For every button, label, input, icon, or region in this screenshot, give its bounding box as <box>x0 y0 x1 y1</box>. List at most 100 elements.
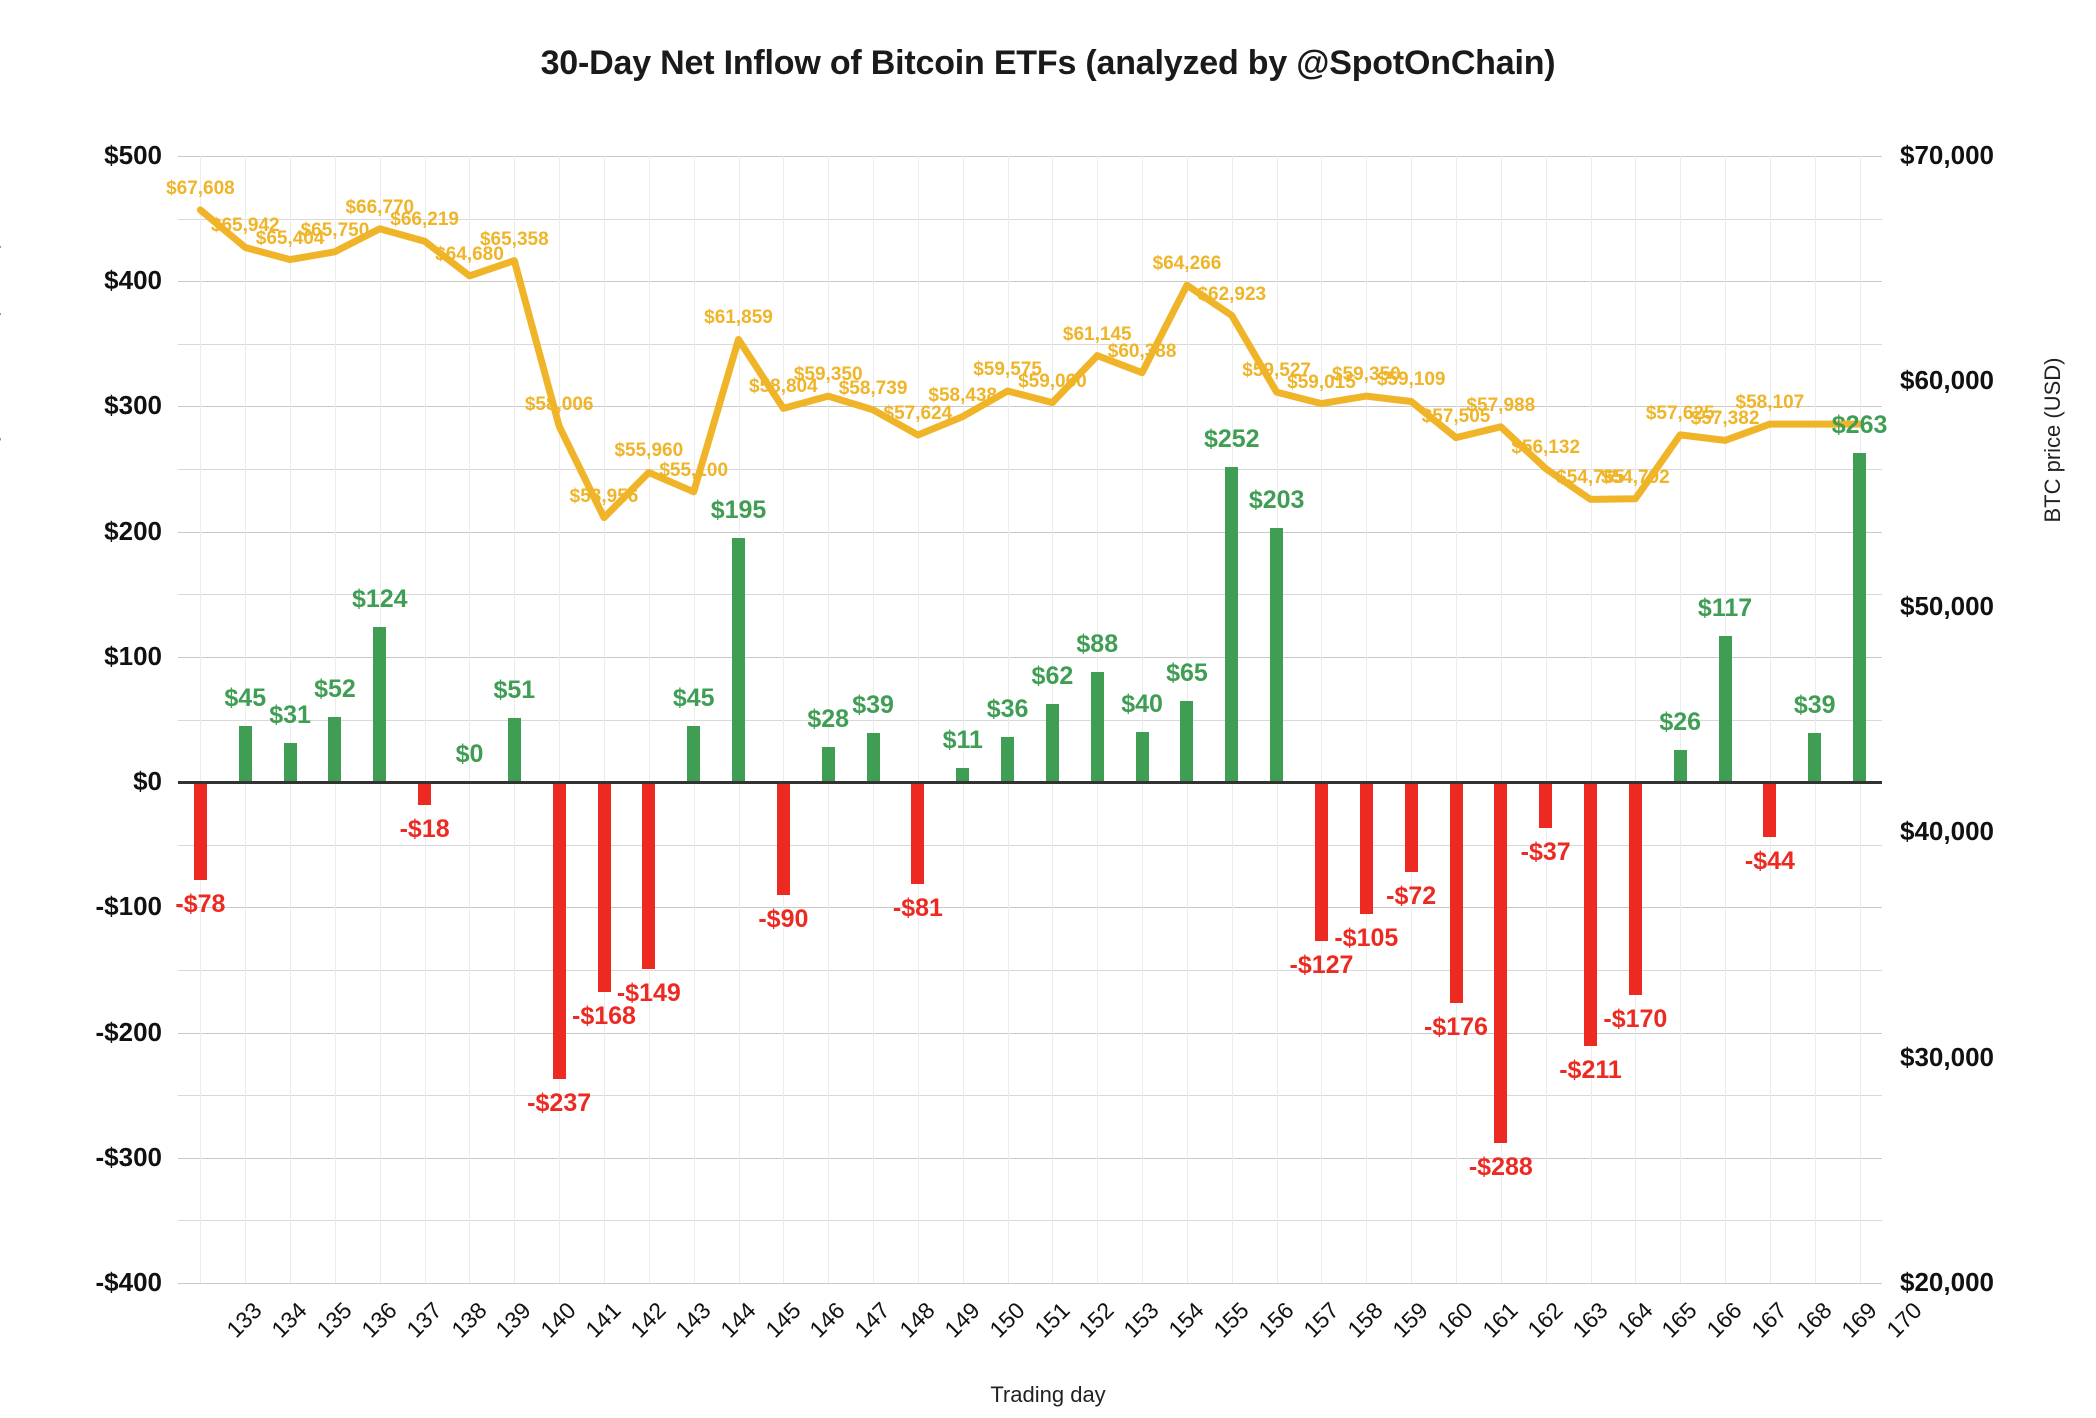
vertical-gridline <box>1456 156 1457 1283</box>
price-value-label: $58,739 <box>838 377 908 399</box>
y-tick-right: $20,000 <box>1900 1267 1994 1297</box>
bar <box>1584 782 1598 1047</box>
vertical-gridline <box>693 156 695 1283</box>
vertical-gridline <box>1635 156 1637 1283</box>
x-tick-label: 144 <box>714 1297 761 1343</box>
x-tick-label: 165 <box>1656 1297 1703 1343</box>
bar <box>866 733 880 783</box>
vertical-gridline <box>1680 156 1682 1283</box>
bar-value-label: $39 <box>1793 691 1836 720</box>
bar-value-label: $65 <box>1166 658 1208 687</box>
bar-value-label: -$170 <box>1603 1004 1668 1033</box>
vertical-gridline <box>469 156 471 1283</box>
y-tick-right: $50,000 <box>1900 590 1994 621</box>
page-title: 30-Day Net Inflow of Bitcoin ETFs (analy… <box>540 44 1556 82</box>
bar-value-label: $40 <box>1121 690 1163 719</box>
bar-value-label: $0 <box>455 740 484 769</box>
bar <box>1090 671 1104 783</box>
gridline <box>178 156 1882 157</box>
vertical-gridline <box>1769 156 1771 1283</box>
x-tick-label: 168 <box>1791 1297 1837 1343</box>
bar-value-label: $28 <box>807 705 850 734</box>
vertical-gridline <box>1142 156 1144 1283</box>
price-value-label: $58,107 <box>1735 392 1805 414</box>
x-tick-label: 162 <box>1522 1297 1568 1343</box>
vertical-gridline <box>873 156 875 1283</box>
bar-value-label: $88 <box>1076 629 1119 658</box>
gridline <box>178 1032 1882 1034</box>
zero-baseline <box>178 781 1882 785</box>
bar-value-label: -$237 <box>527 1088 592 1117</box>
bar-value-label: $45 <box>672 683 715 712</box>
price-value-label: $59,527 <box>1242 360 1311 382</box>
price-value-label: $61,859 <box>704 307 773 329</box>
bar <box>687 725 701 783</box>
bar <box>507 718 521 783</box>
bar-value-label: $203 <box>1248 485 1305 514</box>
x-tick-label: 149 <box>939 1297 985 1343</box>
price-value-label: $57,382 <box>1690 408 1760 430</box>
price-value-label: $66,219 <box>390 209 459 231</box>
bar <box>1673 749 1687 783</box>
vertical-gridline <box>1590 156 1592 1283</box>
x-tick-label: 134 <box>266 1297 313 1343</box>
bar <box>1853 452 1867 783</box>
bar-value-label: -$81 <box>892 893 943 922</box>
x-tick-label: 139 <box>490 1297 537 1343</box>
gridline <box>178 594 1882 596</box>
price-value-label: $59,350 <box>1331 364 1401 386</box>
price-value-label: $59,350 <box>793 364 863 386</box>
vertical-gridline <box>200 156 202 1283</box>
bar <box>1045 704 1059 783</box>
y-tick-left: $100 <box>104 640 162 671</box>
x-tick-label: 137 <box>401 1297 447 1343</box>
y-tick-left: -$300 <box>95 1141 163 1172</box>
vertical-gridline <box>1545 156 1547 1283</box>
price-value-label: $57,988 <box>1466 394 1536 416</box>
bar <box>1449 782 1463 1003</box>
price-value-label: $57,625 <box>1645 402 1715 424</box>
bar-value-label: -$37 <box>1520 838 1571 867</box>
bar-value-label: $39 <box>852 691 894 720</box>
bar-value-label: -$18 <box>399 814 450 843</box>
price-value-label: $55,100 <box>659 459 729 481</box>
vertical-gridline <box>424 156 426 1283</box>
y-tick-right: $70,000 <box>1900 140 1994 170</box>
price-value-label: $60,388 <box>1107 340 1177 362</box>
price-value-label: $65,942 <box>210 215 280 237</box>
vertical-gridline <box>1007 156 1009 1283</box>
gridline <box>178 1157 1882 1159</box>
bar <box>1628 782 1642 995</box>
bar <box>1718 635 1732 783</box>
price-value-label: $57,624 <box>883 402 953 424</box>
gridline <box>178 719 1882 721</box>
y-tick-left: $0 <box>133 766 162 797</box>
bar <box>418 782 432 805</box>
plot-area: -$78 $45 $31 $52 $124 -$18 $0 $51 -$237 -$168 -$14… <box>166 156 1887 1284</box>
price-value-label: $54,765 <box>1556 467 1625 489</box>
x-tick-label: 157 <box>1297 1297 1344 1343</box>
bar-value-label: $252 <box>1203 424 1260 453</box>
price-value-label: $56,132 <box>1511 436 1581 458</box>
vertical-gridline <box>1366 156 1368 1283</box>
bar <box>956 768 970 783</box>
x-tick-label: 159 <box>1387 1297 1434 1343</box>
y-tick-left: $400 <box>104 265 162 296</box>
gridline <box>178 969 1882 971</box>
y-axis-left-title: Daily Net Inflow (mUSD) <box>0 160 2 560</box>
vertical-gridline <box>917 156 919 1283</box>
x-tick-label: 153 <box>1118 1297 1165 1343</box>
bar <box>1539 782 1553 829</box>
price-value-label: $58,438 <box>928 384 998 406</box>
x-tick-label: 133 <box>221 1297 268 1343</box>
bar-value-label: -$105 <box>1334 923 1399 952</box>
bar-value-label: $36 <box>986 695 1029 724</box>
x-tick-label: 164 <box>1611 1297 1658 1343</box>
x-tick-label: 146 <box>804 1297 851 1343</box>
bar <box>1314 782 1328 942</box>
x-tick-label: 163 <box>1566 1297 1613 1343</box>
bar-value-label: -$72 <box>1386 882 1437 911</box>
price-value-label: $66,770 <box>345 196 415 218</box>
bar-value-label: $31 <box>269 701 311 730</box>
